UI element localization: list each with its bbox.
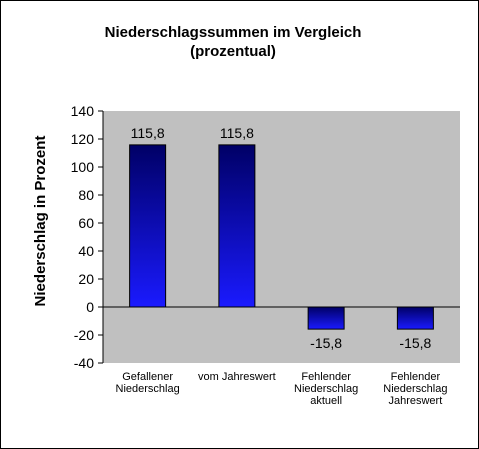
data-label: 115,8	[131, 125, 165, 141]
bar	[307, 306, 345, 330]
y-tick-label: 80	[78, 187, 94, 203]
y-axis-label: Niederschlag in Prozent	[32, 136, 49, 307]
data-label: -15,8	[399, 335, 431, 351]
x-category-label: Fehlender Niederschlag aktuell	[294, 371, 358, 407]
x-category-label-line: vom Jahreswert	[198, 371, 276, 383]
bar	[396, 306, 434, 330]
y-tick-label: 120	[71, 131, 95, 147]
x-category-label-line: Niederschlag	[383, 383, 447, 395]
y-tick-label: 0	[86, 299, 94, 315]
x-category-label: Gefallener Niederschlag	[116, 371, 180, 395]
y-tick-label: 40	[78, 243, 94, 259]
y-tick-label: 140	[71, 103, 95, 119]
y-tick-label: 60	[78, 215, 94, 231]
data-label: -15,8	[310, 335, 342, 351]
chart-title-line-1: Niederschlagssummen im Vergleich	[105, 24, 362, 41]
y-tick-label: -40	[74, 355, 94, 371]
x-category-label: Fehlender Niederschlag Jahreswert	[383, 371, 447, 407]
x-category-label-line: Niederschlag	[294, 383, 358, 395]
x-category-label-line: Jahreswert	[388, 395, 442, 407]
y-tick-label: 100	[71, 159, 95, 175]
x-category-label-line: Gefallener	[122, 371, 173, 383]
chart-title-line-2: (prozentual)	[190, 43, 276, 60]
x-category-label-line: Fehlender	[301, 371, 351, 383]
x-category-label-line: aktuell	[310, 395, 342, 407]
x-category-label-line: Fehlender	[391, 371, 441, 383]
data-label: 115,8	[220, 125, 254, 141]
bar	[218, 144, 256, 308]
x-category-label: vom Jahreswert	[198, 371, 276, 383]
y-tick-label: 20	[78, 271, 94, 287]
bar	[129, 144, 167, 308]
x-category-label-line: Niederschlag	[116, 383, 180, 395]
y-tick-label: -20	[74, 327, 94, 343]
